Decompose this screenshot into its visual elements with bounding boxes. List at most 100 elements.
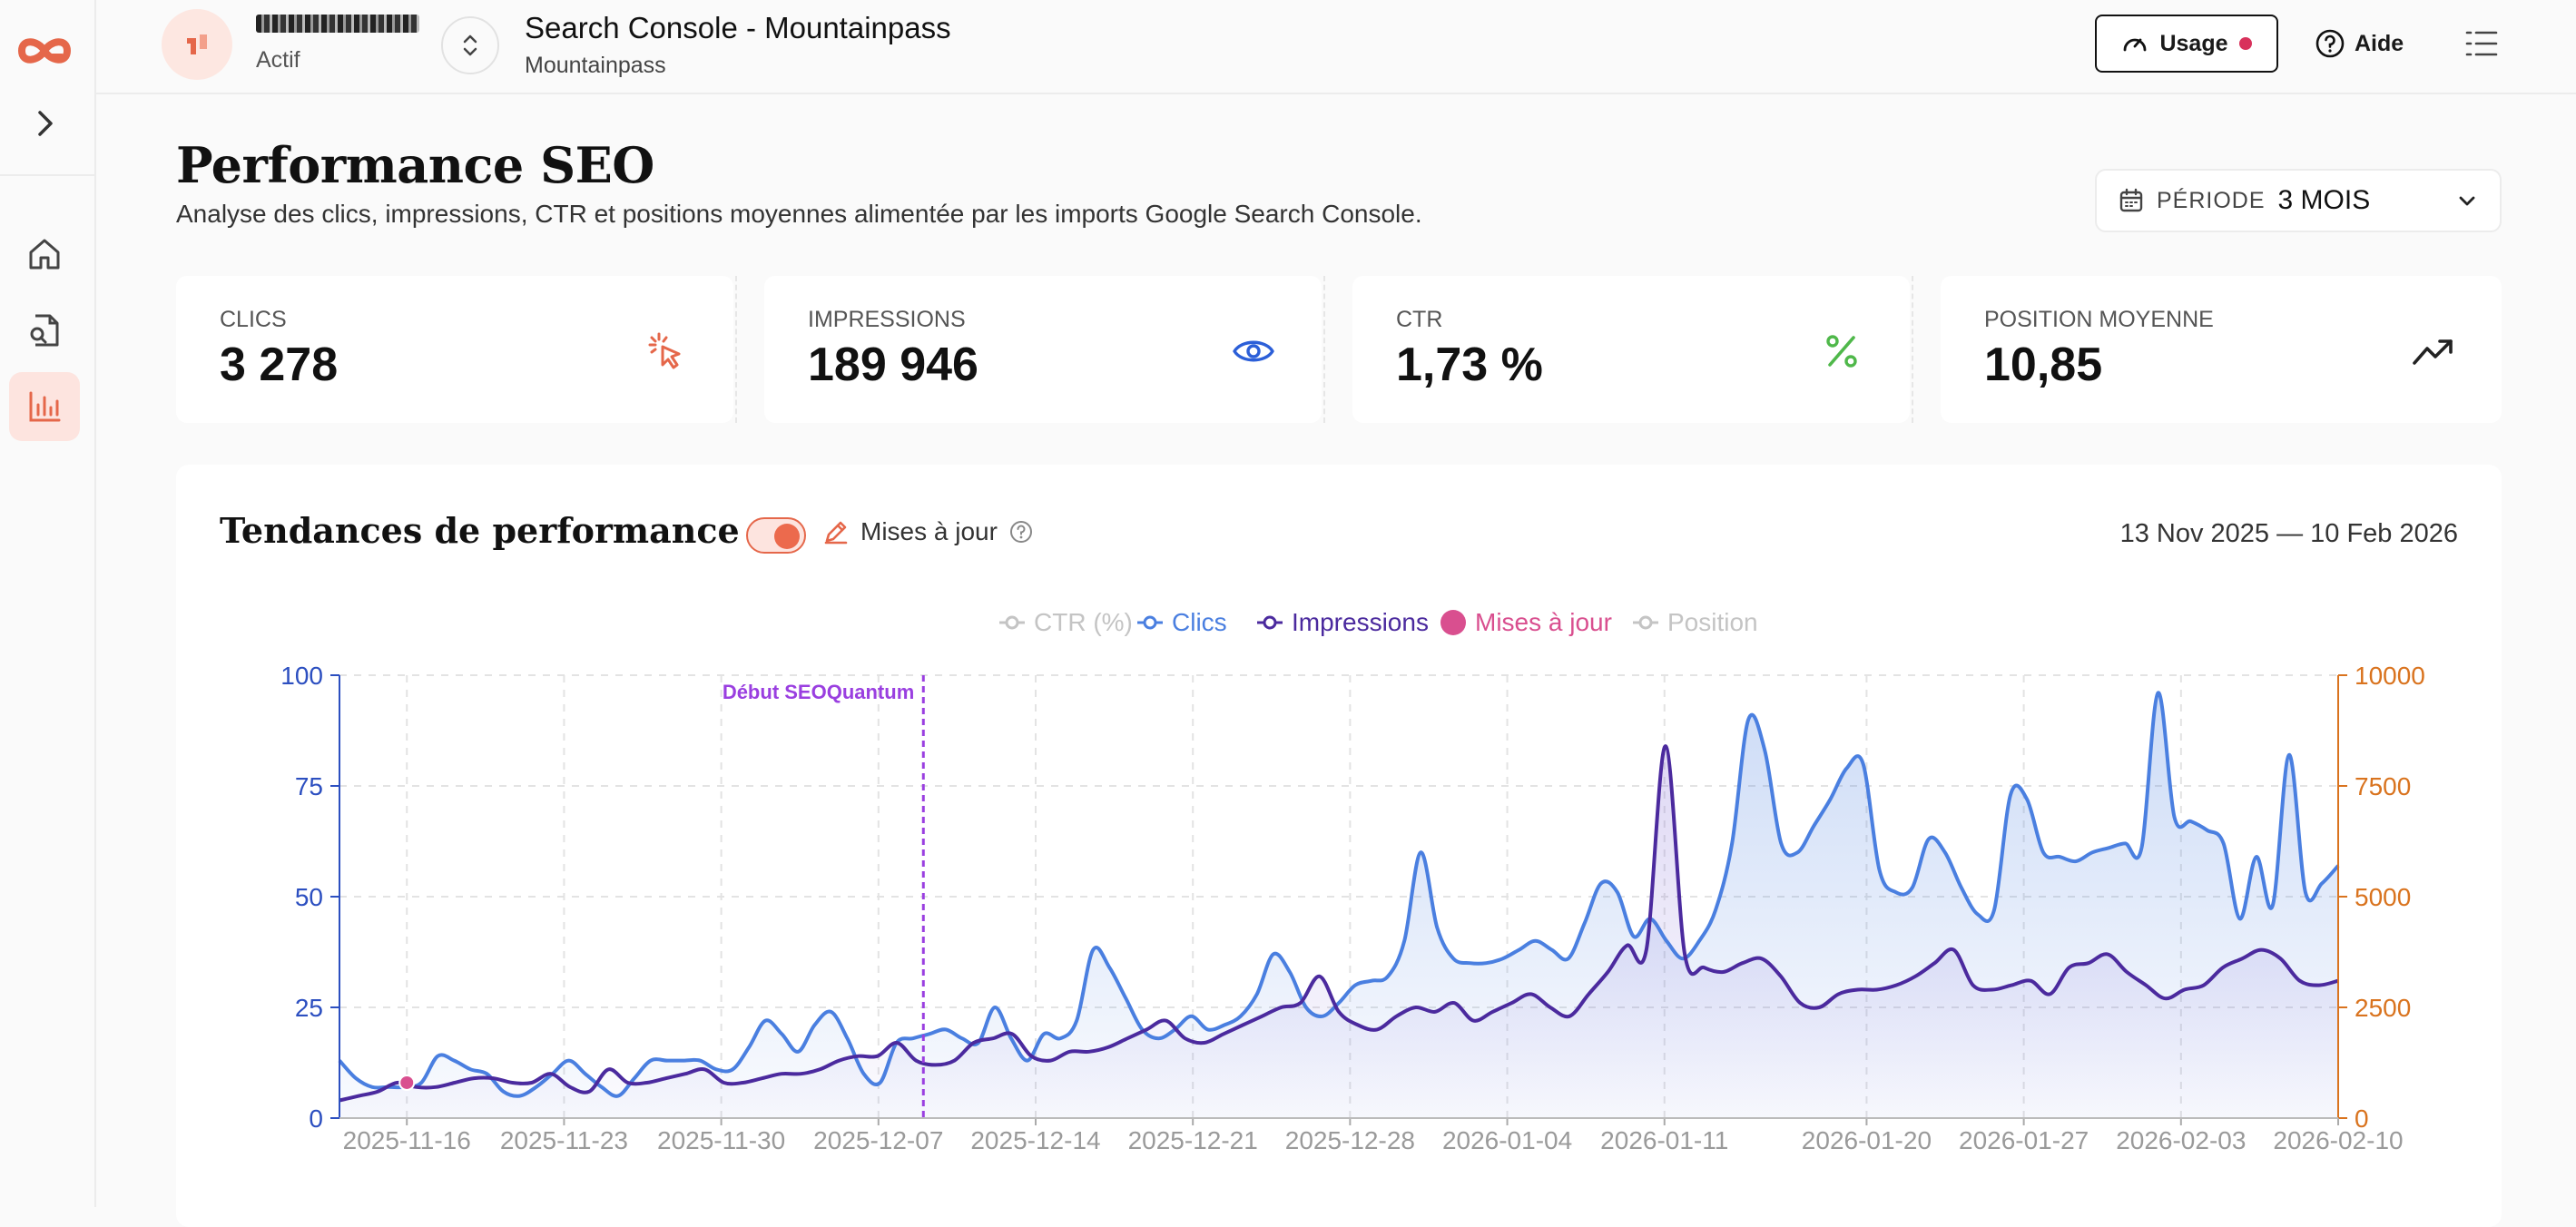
workspace-avatar[interactable] (162, 9, 232, 80)
kpi-label: CLICS (220, 307, 287, 332)
kpi-value: 1,73 % (1396, 339, 1543, 391)
kpi-card-impressions: IMPRESSIONS 189 946 (764, 276, 1322, 423)
workspace-logo-icon (187, 34, 207, 54)
x-tick-label: 2025-12-14 (970, 1126, 1100, 1154)
x-tick-label: 2025-12-28 (1285, 1126, 1415, 1154)
page-subtitle: Analyse des clics, impressions, CTR et p… (176, 200, 1422, 228)
sidebar-item-home[interactable] (9, 220, 80, 289)
y-left-tick-label: 100 (280, 662, 323, 690)
x-tick-label: 2026-01-04 (1442, 1126, 1572, 1154)
x-tick-label: 2025-11-16 (343, 1126, 471, 1154)
period-value: 3 MOIS (2277, 185, 2371, 215)
legend-item-clics[interactable]: Clics (1137, 608, 1227, 636)
legend-item-impressions[interactable]: Impressions (1257, 608, 1429, 636)
performance-chart[interactable]: CTR (%) Clics Impressions Mises à jour Posit… (176, 465, 2502, 1207)
x-tick-label: 2026-02-03 (2116, 1126, 2246, 1154)
clics-series-line (338, 691, 2340, 1098)
legend-item-position[interactable]: Position (1633, 608, 1758, 636)
chevron-up-down-icon (463, 34, 477, 56)
legend-marker (1005, 615, 1019, 630)
kpi-separator (1323, 276, 1325, 423)
y-right-tick-label: 10000 (2355, 662, 2425, 690)
sidebar-item-pages[interactable] (9, 296, 80, 365)
legend-marker (1440, 610, 1466, 635)
bar-chart-icon (29, 391, 61, 422)
impressions-series-line (339, 744, 2339, 1103)
workspace-name-redacted (256, 15, 419, 42)
updates-label-group: Mises à jour (822, 517, 1034, 546)
x-tick-label: 2026-01-20 (1802, 1126, 1932, 1154)
eye-icon (1233, 340, 1274, 362)
kpi-label: POSITION MOYENNE (1984, 307, 2214, 332)
pencil-icon (824, 521, 848, 545)
y-right-tick-label: 5000 (2355, 883, 2411, 911)
kpi-card-clicks: CLICS 3 278 (176, 276, 733, 423)
help-circle-icon[interactable] (1008, 519, 1034, 545)
legend-label: CTR (%) (1034, 608, 1133, 636)
help-circle-icon (2315, 29, 2345, 58)
project-title: Search Console - Mountainpass (525, 11, 951, 44)
usage-label: Usage (2159, 30, 2228, 56)
list-menu-icon[interactable] (2463, 27, 2500, 60)
performance-chart-card: Tendances de performance Mises à jour 13… (176, 465, 2502, 1227)
chevron-right-icon (38, 111, 53, 136)
y-left-tick-label: 0 (309, 1104, 323, 1133)
kpi-separator (1912, 276, 1913, 423)
kpi-value: 10,85 (1984, 339, 2103, 391)
legend-label: Mises à jour (1475, 608, 1612, 636)
chart-date-range: 13 Nov 2025 — 10 Feb 2026 (2119, 519, 2458, 548)
chart-title: Tendances de performance (220, 510, 740, 551)
infinity-logo[interactable] (15, 31, 74, 71)
updates-toggle[interactable] (746, 517, 806, 554)
page-title: Performance SEO (176, 136, 654, 194)
y-left-tick-label: 75 (295, 772, 323, 800)
kpi-value: 3 278 (220, 339, 339, 391)
y-right-tick-label: 0 (2355, 1104, 2369, 1133)
x-tick-label: 2026-01-11 (1600, 1126, 1728, 1154)
kpi-value: 189 946 (808, 339, 978, 391)
calendar-icon (2119, 188, 2143, 212)
sidebar (0, 0, 96, 1207)
y-left-tick-label: 50 (295, 883, 323, 911)
trending-up-icon (2413, 339, 2453, 365)
top-header: Actif Search Console - Mountainpass Moun… (96, 0, 2576, 94)
help-label: Aide (2355, 30, 2404, 56)
gauge-icon (2124, 38, 2147, 52)
kpi-card-position: POSITION MOYENNE 10,85 (1941, 276, 2502, 423)
x-tick-label: 2026-02-10 (2273, 1126, 2403, 1154)
legend-marker (1263, 615, 1277, 630)
kpi-label: CTR (1396, 307, 1443, 332)
impressions-area (339, 746, 2338, 1118)
expand-sidebar-button[interactable] (27, 105, 64, 142)
x-tick-label: 2025-12-21 (1128, 1126, 1258, 1154)
updates-label: Mises à jour (860, 517, 998, 545)
x-tick-label: 2025-11-30 (657, 1126, 785, 1154)
sidebar-item-analytics[interactable] (9, 372, 80, 441)
y-right-tick-label: 2500 (2355, 994, 2411, 1022)
document-search-icon (30, 314, 59, 347)
percent-icon (1826, 335, 1857, 368)
legend-label: Position (1667, 608, 1758, 636)
y-right-tick-label: 7500 (2355, 772, 2411, 800)
workspace-status: Actif (256, 47, 300, 73)
period-label: PÉRIODE (2157, 187, 2266, 213)
legend-marker (1143, 615, 1157, 630)
x-tick-label: 2025-11-23 (500, 1126, 628, 1154)
help-button[interactable]: Aide (2315, 25, 2404, 62)
legend-item-ctr[interactable]: CTR (%) (999, 608, 1133, 636)
y-left-tick-label: 25 (295, 994, 323, 1022)
x-tick-label: 2025-12-07 (813, 1126, 943, 1154)
chevron-down-icon (2459, 196, 2475, 206)
usage-alert-dot (2238, 37, 2252, 50)
annotation-label: Début SEOQuantum (723, 681, 914, 703)
period-select[interactable]: PÉRIODE 3 MOIS (2095, 169, 2502, 232)
kpi-label: IMPRESSIONS (808, 307, 966, 332)
workspace-switch-button[interactable] (441, 16, 499, 74)
usage-button[interactable]: Usage (2095, 15, 2278, 73)
legend-item-mises-jour[interactable]: Mises à jour (1440, 608, 1612, 636)
project-subtitle: Mountainpass (525, 53, 666, 78)
update-marker (398, 1074, 416, 1091)
sidebar-divider (0, 174, 94, 176)
legend-marker (1638, 615, 1653, 630)
home-icon (29, 239, 60, 270)
